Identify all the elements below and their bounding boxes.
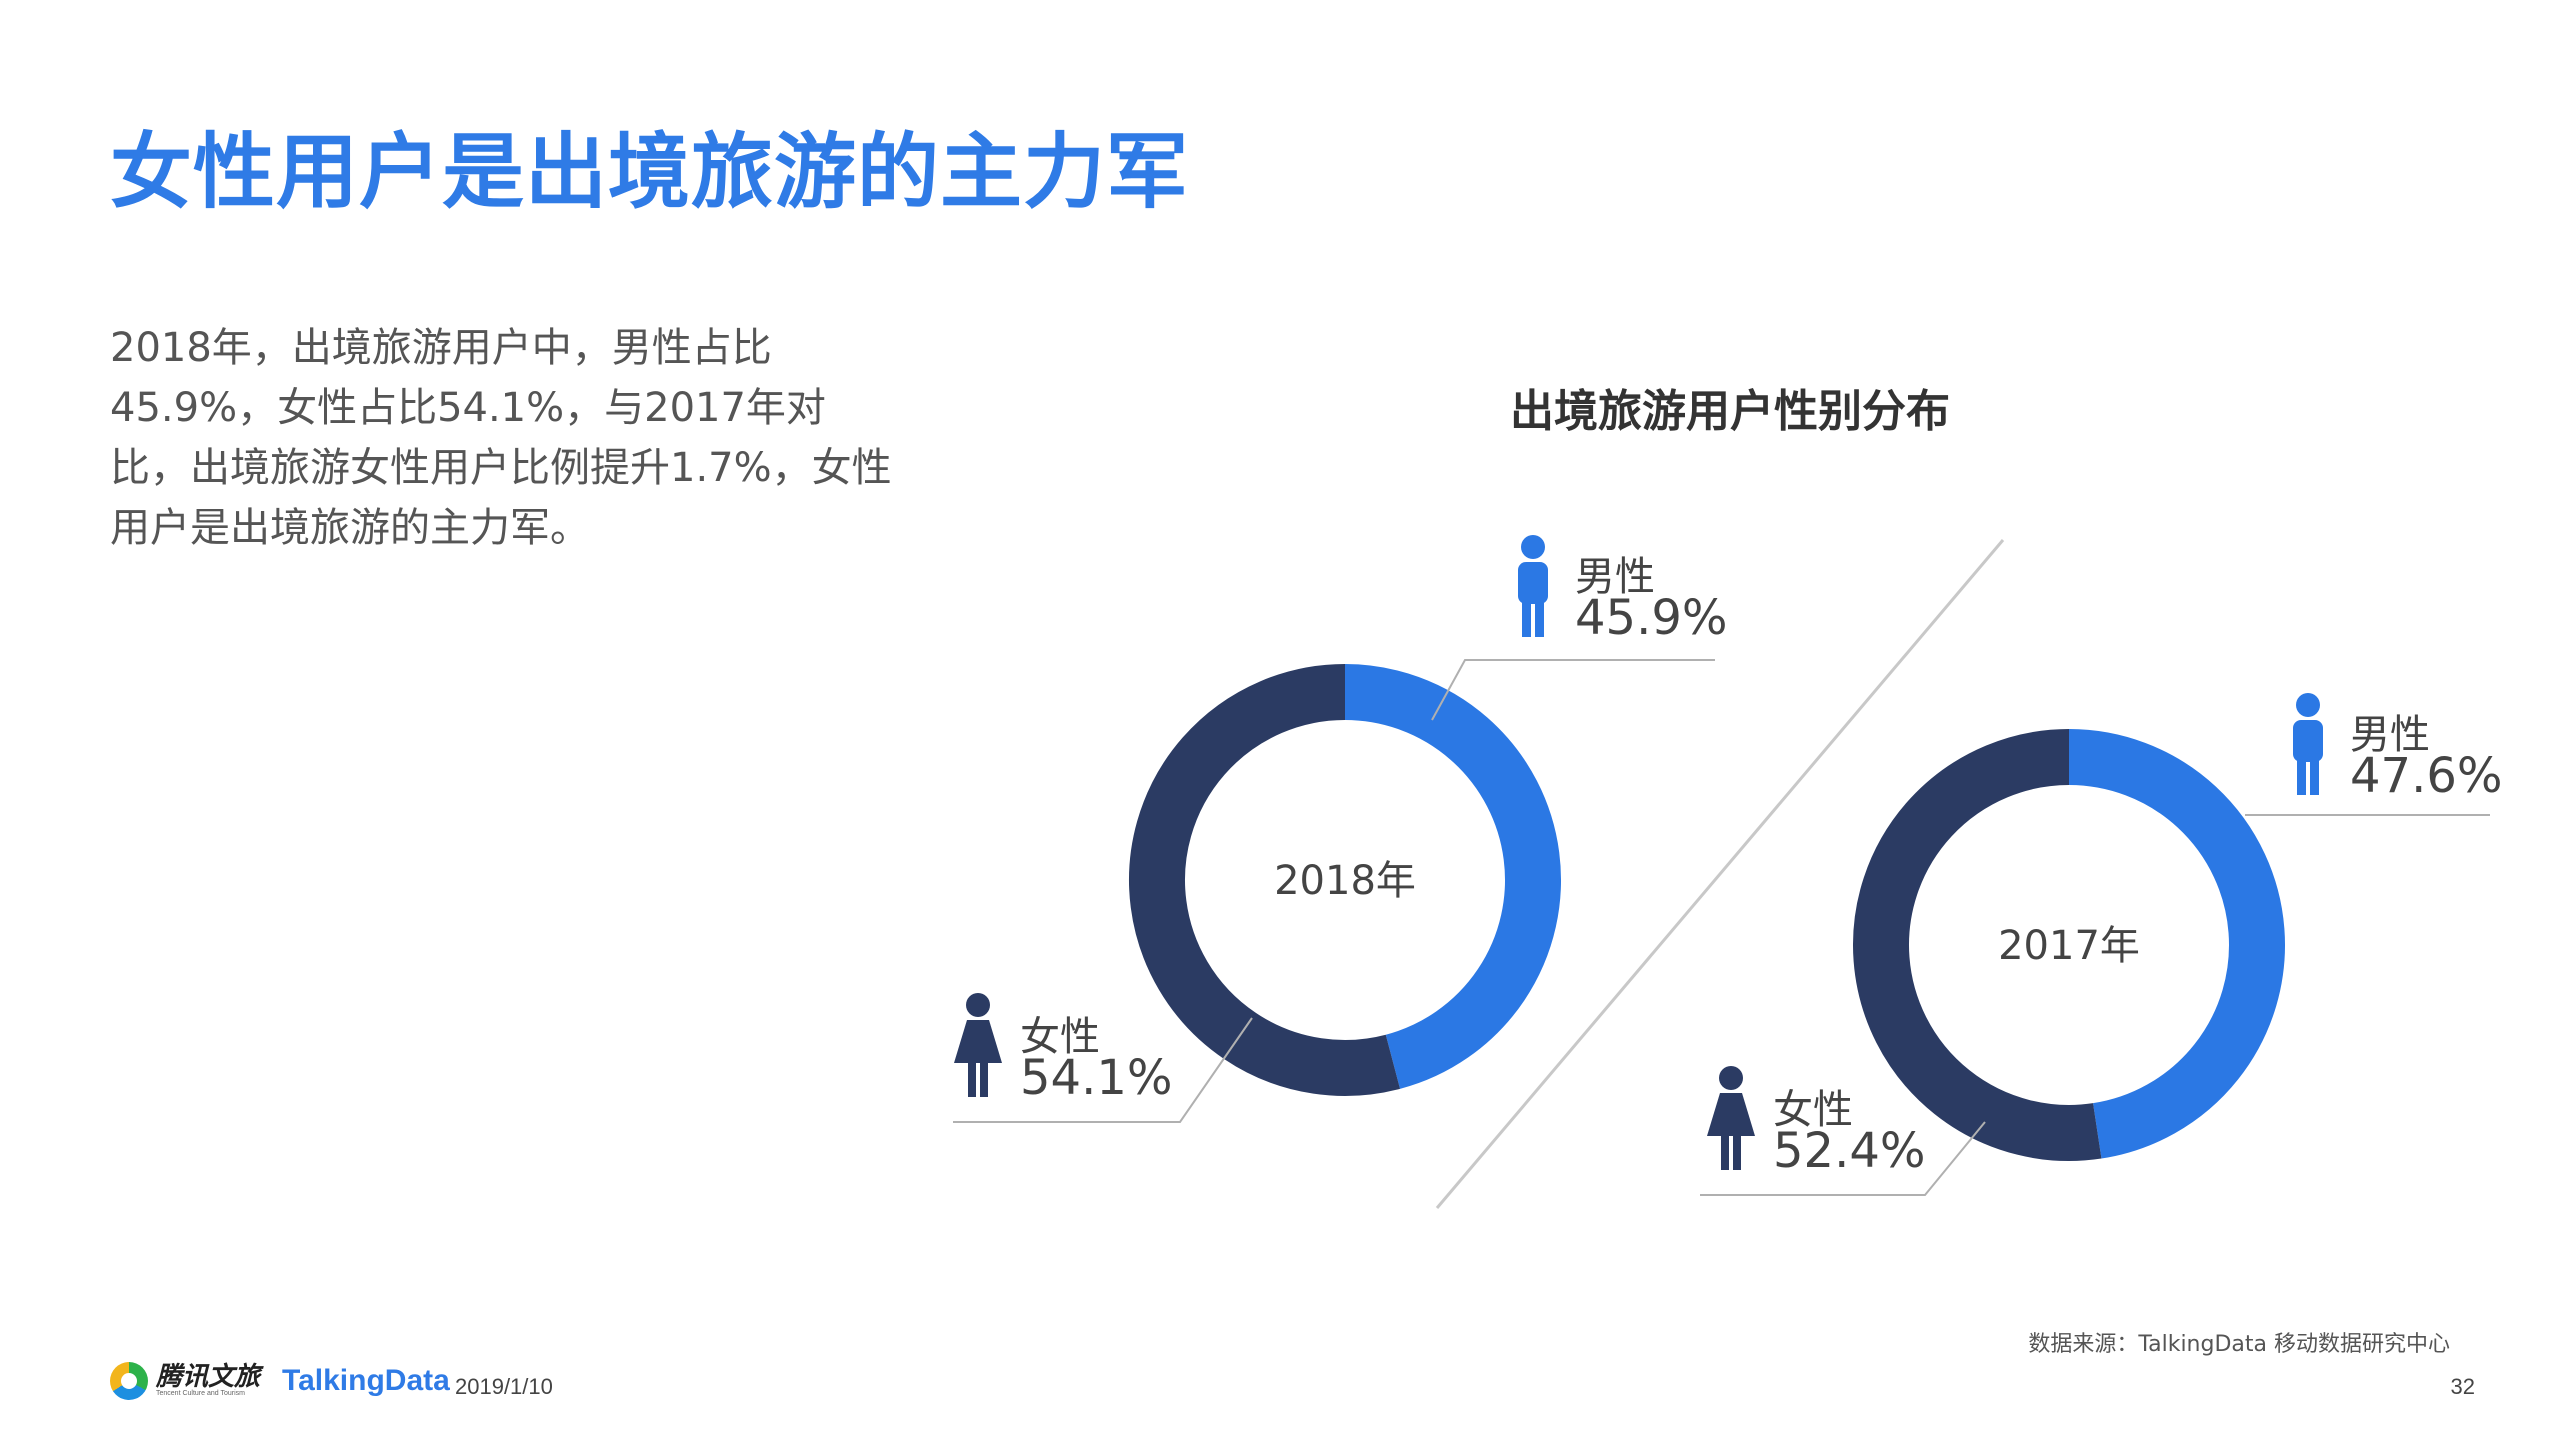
leader-line-female	[1700, 1121, 1986, 1196]
page-number: 32	[2450, 1374, 2475, 1399]
female-person-icon	[954, 993, 1002, 1097]
data-source: 数据来源：TalkingData 移动数据研究中心	[2028, 1332, 2450, 1357]
tencent-logo-subtext: Tencent Culture and Tourism	[156, 1390, 245, 1397]
chart-divider-line	[1435, 539, 2005, 1209]
slice-value-male: 45.9%	[1575, 590, 1727, 646]
footer-date: 2019/1/10	[455, 1374, 553, 1399]
chart-title: 出境旅游用户性别分布	[1510, 386, 1950, 437]
donut-slice-female	[1853, 729, 2102, 1161]
donut-center-label: 2018年	[1274, 858, 1416, 904]
leader-line-female	[953, 1017, 1253, 1123]
talkingdata-logo: TalkingData	[282, 1364, 450, 1397]
page-title: 女性用户是出境旅游的主力军	[110, 125, 1190, 220]
slice-value-male: 47.6%	[2350, 748, 2502, 804]
tencent-culture-logo: 腾讯文旅 Tencent Culture and Tourism	[110, 1362, 260, 1400]
description-text: 2018年，出境旅游用户中，男性占比45.9%，女性占比54.1%，与2017年…	[110, 325, 892, 551]
tencent-logo-icon	[110, 1362, 148, 1400]
donut-slice-male	[2068, 729, 2285, 1159]
slice-label-male: 男性	[1575, 554, 1655, 600]
leader-line-male	[1431, 659, 1715, 721]
tencent-logo-text: 腾讯文旅	[156, 1362, 261, 1392]
donut-slice-male	[1344, 664, 1562, 1089]
female-person-icon	[1707, 1066, 1755, 1170]
donut-slice-female	[1129, 664, 1400, 1096]
male-person-icon	[1518, 535, 1548, 637]
slice-label-female: 女性	[1020, 1014, 1100, 1060]
slice-label-female: 女性	[1773, 1087, 1853, 1133]
male-person-icon	[2293, 693, 2323, 795]
slice-value-female: 52.4%	[1773, 1123, 1925, 1179]
slice-value-female: 54.1%	[1020, 1050, 1172, 1106]
donut-center-label: 2017年	[1998, 923, 2140, 969]
slice-label-male: 男性	[2350, 712, 2430, 758]
